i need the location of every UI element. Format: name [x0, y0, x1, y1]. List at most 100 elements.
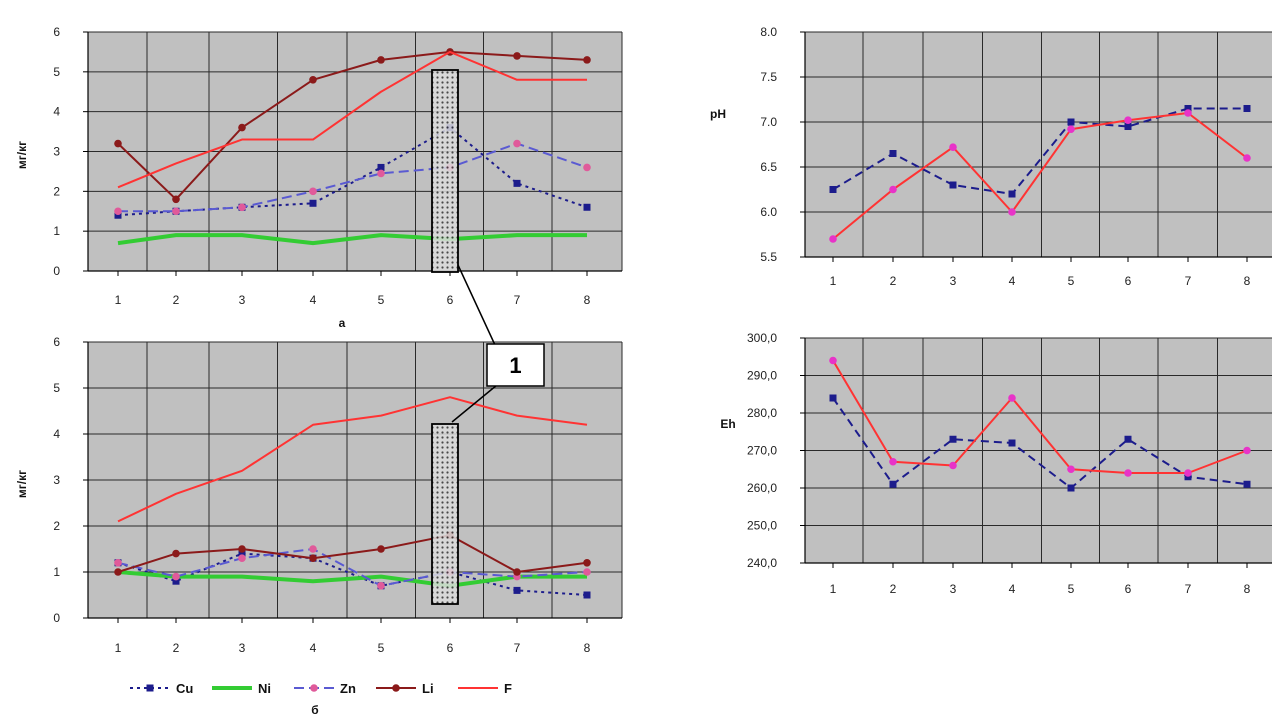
legend: Cu Ni Zn Li F — [130, 681, 512, 696]
series-ph-0 — [829, 105, 1251, 198]
callout-leader-b — [451, 384, 498, 423]
x-tick-label: 1 — [830, 274, 837, 288]
legend-label: F — [504, 681, 512, 696]
y-tick-label: 6 — [53, 335, 60, 349]
data-point — [114, 568, 122, 576]
x-tick-label: 8 — [1244, 582, 1251, 596]
data-point — [377, 56, 385, 64]
legend-item-zn: Zn — [294, 681, 356, 696]
data-point — [513, 139, 521, 148]
data-point — [172, 207, 180, 216]
legend-label: Li — [422, 681, 434, 696]
x-tick-label: 8 — [1244, 274, 1251, 288]
x-tick-label: 2 — [173, 293, 180, 307]
data-point — [1184, 105, 1192, 112]
legend-item-cu: Cu — [130, 681, 193, 696]
data-point — [829, 394, 837, 402]
x-tick-label: 5 — [1068, 582, 1075, 596]
data-point — [513, 586, 521, 594]
data-point — [889, 457, 897, 466]
y-tick-label: 280,0 — [747, 406, 777, 420]
data-point — [1243, 446, 1251, 455]
y-axis-label: мг/кг — [15, 470, 29, 498]
series-line — [832, 397, 1248, 489]
data-point — [238, 203, 246, 212]
data-point — [513, 179, 521, 187]
y-tick-label: 0 — [53, 264, 60, 278]
caption-b: б — [311, 703, 318, 717]
data-point — [829, 186, 837, 193]
y-tick-label: 6.5 — [760, 160, 777, 174]
legend-swatch-marker — [310, 684, 318, 692]
x-tick-label: 2 — [890, 582, 897, 596]
y-axis-label: pH — [710, 107, 726, 121]
series-ni — [117, 233, 587, 246]
data-point — [1008, 190, 1016, 198]
series-line — [832, 359, 1248, 474]
series-ph-1 — [829, 109, 1251, 243]
x-tick-label: 1 — [830, 582, 837, 596]
x-tick-label: 8 — [584, 293, 591, 307]
data-point — [889, 150, 897, 157]
y-tick-label: 3 — [53, 473, 60, 487]
series-line — [117, 126, 588, 217]
y-tick-label: 2 — [53, 519, 60, 533]
chart-ph: 5.5 6.0 6.5 7.0 7.5 8.0 1 2 3 4 5 6 7 8 pH — [710, 25, 1272, 288]
data-point — [172, 549, 180, 558]
y-tick-label: 4 — [53, 105, 60, 119]
x-tick-label: 6 — [1125, 274, 1132, 288]
data-point — [583, 591, 591, 599]
callout-label: 1 — [509, 353, 521, 378]
series-line — [117, 233, 587, 246]
data-point — [1008, 394, 1016, 402]
data-point — [114, 139, 122, 148]
chart-b: 0 1 2 3 4 5 6 1 2 3 4 5 6 7 8 мг/кг — [15, 335, 623, 655]
x-tick-label: 3 — [239, 293, 246, 307]
data-point — [172, 195, 180, 204]
x-tick-label: 7 — [1185, 582, 1192, 596]
data-point — [377, 545, 385, 553]
series-line — [117, 50, 587, 189]
series-zn — [114, 545, 591, 590]
y-tick-label: 1 — [53, 565, 60, 579]
legend-label: Zn — [340, 681, 356, 696]
y-tick-label: 7.0 — [760, 115, 777, 129]
data-point — [114, 211, 122, 219]
data-point — [1243, 105, 1251, 112]
legend-swatch-marker — [392, 684, 400, 692]
data-point — [949, 143, 957, 151]
callout-box — [486, 343, 545, 387]
data-point — [583, 568, 591, 576]
series-line — [832, 112, 1248, 240]
data-point — [583, 203, 591, 211]
data-point — [309, 76, 317, 84]
data-point — [513, 568, 521, 576]
data-point — [309, 187, 317, 196]
data-point — [949, 181, 957, 189]
y-tick-label: 300,0 — [747, 331, 777, 345]
series-line — [832, 107, 1247, 195]
x-tick-label: 8 — [584, 641, 591, 655]
series-line — [117, 50, 588, 201]
data-point — [1067, 125, 1075, 133]
x-tick-label: 7 — [1185, 274, 1192, 288]
y-tick-label: 0 — [53, 611, 60, 625]
series-line — [117, 534, 588, 573]
data-point — [1124, 469, 1132, 477]
series-f — [117, 396, 588, 523]
x-tick-label: 7 — [514, 293, 521, 307]
x-tick-label: 7 — [514, 641, 521, 655]
y-tick-label: 1 — [53, 224, 60, 238]
y-tick-label: 270,0 — [747, 444, 777, 458]
y-tick-label: 5 — [53, 65, 60, 79]
x-tick-label: 6 — [1125, 582, 1132, 596]
data-point — [114, 559, 122, 567]
data-point — [114, 207, 122, 216]
data-point — [1067, 118, 1075, 126]
x-tick-label: 1 — [115, 641, 122, 655]
data-point — [1067, 484, 1075, 492]
data-point — [309, 554, 317, 562]
series-line — [117, 396, 588, 523]
data-point — [238, 554, 246, 562]
y-tick-label: 7.5 — [760, 70, 777, 84]
